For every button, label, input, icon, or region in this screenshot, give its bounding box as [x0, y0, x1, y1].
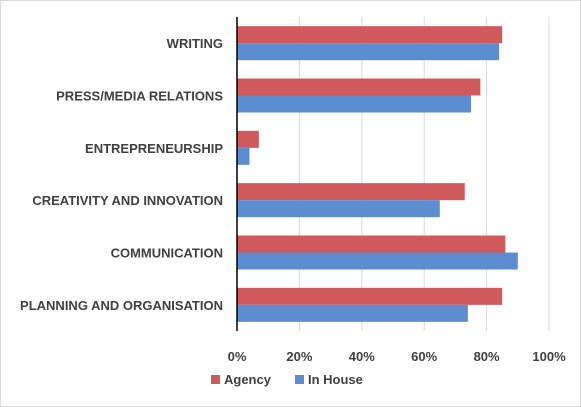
bar-in-house [237, 147, 250, 165]
bar-in-house [237, 304, 468, 322]
bar-in-house [237, 252, 518, 270]
x-tick-label: 40% [349, 349, 375, 364]
labels: 0% 20% 40% 60% 80% 100% WRITING PRESS/MEDIA REL… [20, 36, 566, 364]
x-tick-label: 100% [532, 349, 566, 364]
legend-swatch [295, 375, 304, 384]
bar-agency [237, 26, 503, 44]
bars [237, 26, 518, 322]
x-tick-label: 80% [474, 349, 500, 364]
bar-in-house [237, 43, 500, 61]
x-tick-label: 0% [228, 349, 247, 364]
category-label: PRESS/MEDIA RELATIONS [56, 89, 223, 104]
bar-agency [237, 183, 465, 201]
legend-label: Agency [224, 372, 272, 387]
category-label: CREATIVITY AND INNOVATION [32, 193, 223, 208]
bar-agency [237, 235, 506, 253]
x-tick-label: 60% [411, 349, 437, 364]
category-label: ENTREPRENEURSHIP [85, 141, 223, 156]
category-label: PLANNING AND ORGANISATION [20, 298, 223, 313]
bar-agency [237, 130, 259, 148]
x-tick-label: 20% [286, 349, 312, 364]
legend: Agency In House [211, 372, 363, 387]
category-label: COMMUNICATION [111, 246, 223, 261]
bar-agency [237, 287, 503, 305]
bar-agency [237, 78, 481, 96]
legend-swatch [211, 375, 220, 384]
category-label: WRITING [167, 36, 223, 51]
legend-label: In House [308, 372, 363, 387]
bar-in-house [237, 200, 440, 218]
bar-in-house [237, 95, 471, 113]
gridlines [298, 17, 550, 331]
